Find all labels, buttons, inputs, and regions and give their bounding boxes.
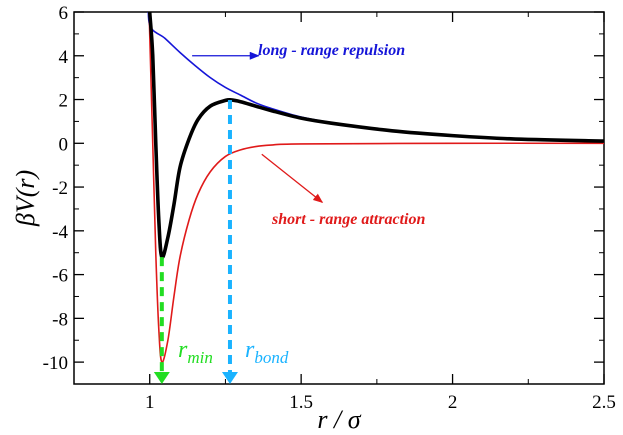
- repulsion-label: long - range repulsion: [258, 42, 405, 59]
- y-tick-label: 6: [59, 3, 69, 24]
- long-range-repulsion-curve: [147, 12, 604, 142]
- y-axis-title: βV(r): [11, 170, 40, 227]
- x-tick-label: 2: [448, 392, 458, 413]
- y-tick-label: -6: [52, 266, 68, 287]
- y-tick-label: -8: [52, 309, 68, 330]
- marker-lines: [153, 99, 238, 384]
- short-range-attraction-curve: [148, 12, 604, 363]
- x-tick-label: 1.5: [289, 392, 313, 413]
- x-axis-ticks: 1 1.5 2 2.5: [73, 12, 616, 413]
- attraction-arrow: [261, 153, 324, 203]
- plot-frame: [73, 11, 605, 385]
- x-tick-label: 2.5: [592, 392, 616, 413]
- r_bond-arrowhead: [221, 372, 238, 384]
- attraction-label: short - range attraction: [271, 211, 425, 228]
- y-tick-label: 4: [59, 47, 69, 68]
- total-potential-curve: [147, 12, 604, 260]
- y-tick-label: -4: [52, 222, 68, 243]
- y-tick-label: 0: [59, 134, 69, 155]
- y-tick-label: 2: [59, 91, 69, 112]
- r-min-label: rmin: [178, 337, 213, 367]
- r-bond-label: rbond: [245, 337, 289, 367]
- y-axis-ticks: 6 4 2 0 -2 -4 -6 -8 -10: [43, 3, 604, 385]
- x-tick-label: 1: [145, 392, 155, 413]
- r_min-arrowhead: [153, 372, 170, 384]
- y-tick-label: -2: [52, 178, 68, 199]
- y-tick-label: -10: [43, 353, 68, 374]
- x-axis-title: r / σ: [317, 405, 361, 434]
